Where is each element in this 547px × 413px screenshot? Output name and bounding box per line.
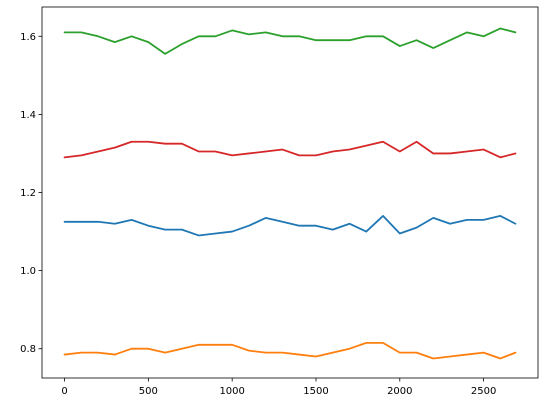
series-line <box>63 140 517 159</box>
y-tick-label: 0.8 <box>20 344 36 355</box>
series-line <box>63 215 517 237</box>
x-tick-label: 2500 <box>471 386 496 397</box>
x-tick-label: 1500 <box>303 386 328 397</box>
x-tick-label: 1000 <box>219 386 244 397</box>
x-tick-label: 500 <box>139 386 158 397</box>
plot-frame <box>41 6 539 379</box>
y-tick-label: 1.4 <box>20 110 36 121</box>
y-tick-label: 1.0 <box>20 266 36 277</box>
y-tick-label: 1.2 <box>20 188 36 199</box>
y-tick-label: 1.6 <box>20 32 36 43</box>
x-tick-label: 0 <box>61 386 67 397</box>
x-tick-label: 2000 <box>387 386 412 397</box>
series-line <box>63 341 517 360</box>
series-line <box>63 27 517 55</box>
